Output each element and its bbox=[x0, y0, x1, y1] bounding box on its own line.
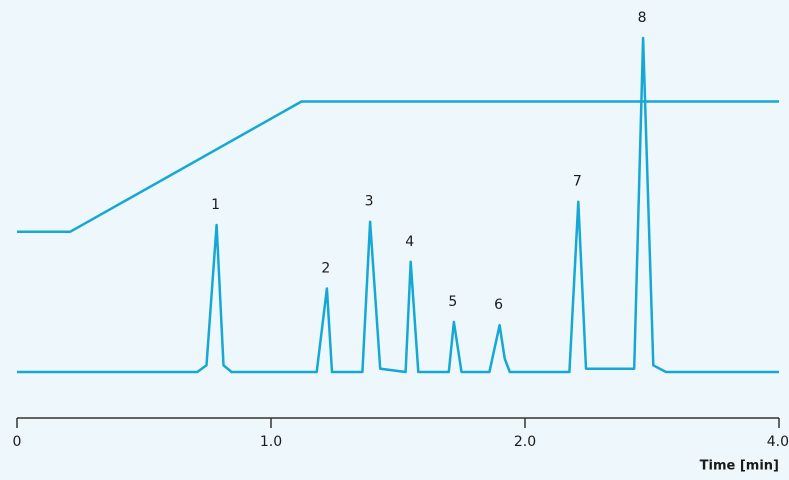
x-tick-label: 0 bbox=[13, 434, 22, 450]
line-gradient bbox=[17, 100, 779, 233]
x-tick-label: 2.0 bbox=[514, 434, 536, 450]
x-tick-label: 1.0 bbox=[260, 434, 282, 450]
x-tick-label: 4.0 bbox=[767, 434, 789, 450]
peak-label: 4 bbox=[405, 234, 414, 250]
peak-label: 5 bbox=[448, 294, 457, 310]
line-signal bbox=[17, 36, 779, 374]
peak-label: 8 bbox=[638, 10, 647, 26]
peak-label: 6 bbox=[494, 297, 503, 313]
peak-label: 7 bbox=[573, 174, 582, 190]
peak-label: 1 bbox=[211, 197, 220, 213]
peak-label: 2 bbox=[321, 261, 330, 277]
x-axis-title: Time [min] bbox=[700, 459, 779, 474]
peak-label: 3 bbox=[365, 194, 374, 210]
